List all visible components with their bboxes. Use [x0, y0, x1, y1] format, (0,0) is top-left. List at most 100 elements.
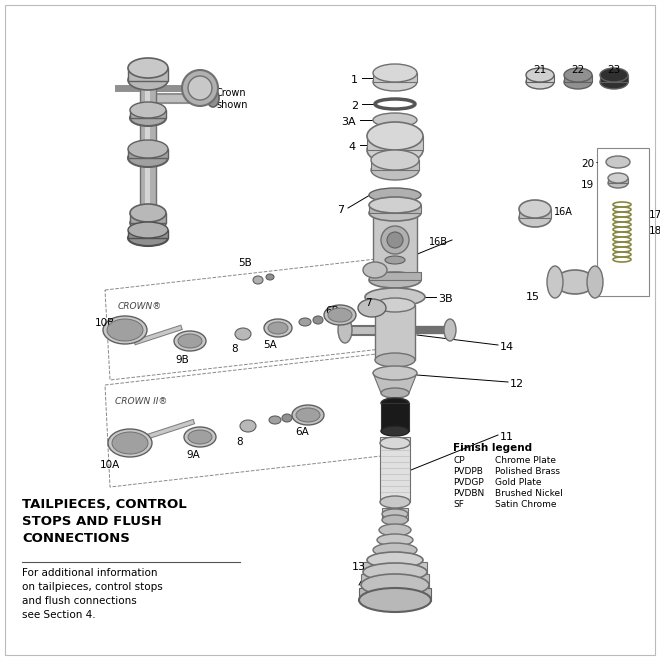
Bar: [373, 213, 417, 278]
Text: SF: SF: [453, 500, 464, 509]
Ellipse shape: [606, 156, 630, 168]
Text: 6B: 6B: [325, 306, 339, 316]
Ellipse shape: [268, 322, 288, 334]
Text: 19: 19: [581, 180, 594, 190]
Text: 8: 8: [232, 344, 238, 354]
Text: 2: 2: [351, 101, 358, 111]
Ellipse shape: [128, 149, 168, 167]
Ellipse shape: [359, 588, 431, 612]
Ellipse shape: [182, 70, 218, 106]
Ellipse shape: [240, 420, 256, 432]
Ellipse shape: [130, 102, 166, 118]
Ellipse shape: [373, 73, 417, 91]
Ellipse shape: [299, 318, 311, 326]
Ellipse shape: [184, 427, 216, 447]
Bar: [363, 562, 427, 574]
Ellipse shape: [253, 276, 263, 284]
Ellipse shape: [103, 316, 147, 344]
Ellipse shape: [387, 232, 403, 248]
Text: Brushed Nickel: Brushed Nickel: [495, 489, 563, 498]
Bar: [130, 110, 166, 118]
Bar: [600, 75, 628, 82]
Text: 4: 4: [349, 142, 356, 152]
Ellipse shape: [587, 266, 603, 298]
Ellipse shape: [313, 316, 323, 324]
Ellipse shape: [188, 430, 212, 444]
Text: 20: 20: [581, 159, 594, 169]
Text: 15: 15: [526, 292, 540, 302]
Ellipse shape: [381, 388, 409, 398]
Text: Satin Chrome: Satin Chrome: [495, 500, 556, 509]
Ellipse shape: [128, 70, 168, 90]
Ellipse shape: [130, 214, 166, 232]
Ellipse shape: [371, 150, 419, 170]
Text: 8: 8: [237, 437, 244, 447]
Text: 3B: 3B: [438, 294, 453, 304]
Ellipse shape: [373, 64, 417, 82]
Text: TAILPIECES, CONTROL
STOPS AND FLUSH
CONNECTIONS: TAILPIECES, CONTROL STOPS AND FLUSH CONN…: [22, 498, 187, 545]
Ellipse shape: [379, 524, 411, 536]
Ellipse shape: [367, 136, 423, 164]
Ellipse shape: [382, 515, 408, 525]
Text: For additional information
on tailpieces, control stops
and flush connections
se: For additional information on tailpieces…: [22, 568, 163, 620]
Ellipse shape: [128, 230, 168, 246]
Ellipse shape: [377, 534, 413, 546]
Ellipse shape: [526, 75, 554, 89]
Bar: [381, 403, 409, 431]
Ellipse shape: [444, 319, 456, 341]
Text: 9B: 9B: [175, 355, 189, 365]
Ellipse shape: [600, 75, 628, 89]
Bar: [369, 205, 421, 213]
Text: 12: 12: [510, 379, 524, 389]
Text: CP: CP: [453, 456, 465, 465]
Ellipse shape: [130, 110, 166, 126]
Text: 3A: 3A: [341, 117, 356, 127]
Ellipse shape: [112, 432, 148, 454]
Bar: [526, 75, 554, 82]
Ellipse shape: [296, 408, 320, 422]
Text: 13: 13: [352, 562, 366, 572]
Ellipse shape: [369, 188, 421, 202]
Text: 6A: 6A: [295, 427, 309, 437]
Ellipse shape: [292, 405, 324, 425]
Ellipse shape: [381, 398, 409, 408]
Ellipse shape: [385, 256, 405, 264]
Bar: [380, 437, 410, 502]
Text: 16A: 16A: [554, 207, 573, 217]
Ellipse shape: [235, 328, 251, 340]
Ellipse shape: [526, 68, 554, 82]
Text: 18: 18: [649, 226, 660, 236]
Ellipse shape: [369, 205, 421, 221]
Ellipse shape: [519, 209, 551, 227]
Text: CROWN II®: CROWN II®: [115, 397, 168, 406]
Ellipse shape: [363, 262, 387, 278]
Text: PVDBN: PVDBN: [453, 489, 484, 498]
Bar: [373, 73, 417, 82]
Bar: [375, 305, 415, 360]
Bar: [555, 274, 595, 290]
Bar: [128, 149, 168, 158]
Ellipse shape: [269, 416, 281, 424]
Polygon shape: [373, 373, 417, 393]
Ellipse shape: [107, 319, 143, 341]
Bar: [130, 213, 166, 223]
Ellipse shape: [555, 270, 595, 294]
Ellipse shape: [608, 178, 628, 188]
Bar: [564, 75, 592, 82]
Text: Gold Plate: Gold Plate: [495, 478, 541, 487]
Text: PVDGP: PVDGP: [453, 478, 484, 487]
Ellipse shape: [371, 160, 419, 180]
Text: 22: 22: [572, 65, 585, 75]
Text: CROWN®: CROWN®: [118, 302, 162, 311]
Bar: [608, 178, 628, 183]
Ellipse shape: [128, 58, 168, 78]
Text: Finish legend: Finish legend: [453, 443, 532, 453]
Ellipse shape: [519, 200, 551, 218]
Ellipse shape: [373, 113, 417, 127]
Bar: [371, 160, 419, 170]
Text: 10A: 10A: [100, 460, 120, 470]
Text: 1: 1: [351, 75, 358, 85]
Bar: [367, 136, 423, 150]
Text: 5A: 5A: [263, 340, 277, 350]
Ellipse shape: [328, 308, 352, 322]
